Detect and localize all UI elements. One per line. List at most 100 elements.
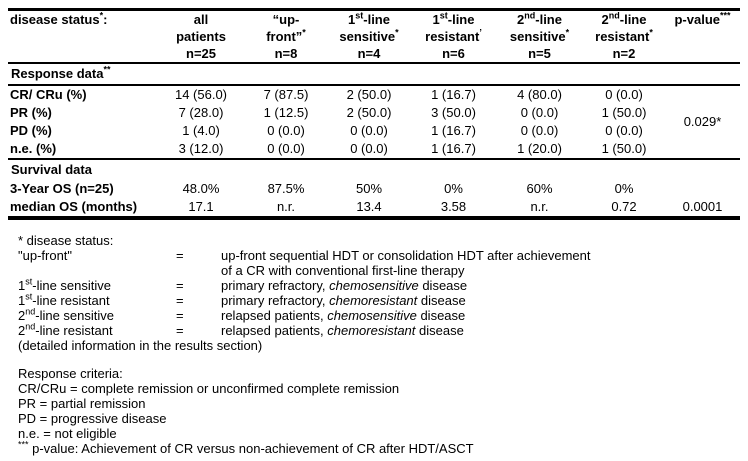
value-cell: 50% [355, 181, 383, 196]
section-label: Survival data [11, 162, 92, 177]
def-term: 1st-line sensitive [18, 276, 112, 293]
footnote-criteria-pd: PD = progressive disease [18, 411, 167, 426]
footnotes: * disease status: "up-front" = up-front … [8, 220, 740, 456]
header-superscript: * [99, 10, 104, 21]
footnote-def-2nd-line-sensitive: 2nd-line sensitive = relapsed patients, … [18, 306, 740, 323]
value-cell: 3 (50.0) [431, 105, 476, 120]
survival-p-value-cell: 0.0001 [682, 199, 723, 214]
value-cell: 1 (16.7) [431, 123, 476, 138]
value-cell: 0.72 [611, 199, 637, 214]
value-cell: n.r. [530, 199, 549, 214]
table-row-cr-cru: CR/ CRu (%) 14 (56.0) 7 (87.5) 2 (50.0) … [8, 85, 740, 129]
footnote-def-1st-line-sensitive: 1st-line sensitive = primary refractory,… [18, 276, 740, 293]
value-cell: 1 (50.0) [601, 141, 647, 156]
value-cell: 7 (28.0) [178, 105, 224, 120]
def-text: primary refractory, chemosensitive disea… [221, 278, 468, 293]
def-text: up-front sequential HDT or consolidation… [221, 248, 591, 278]
section-row-response-data: Response data** [8, 63, 740, 86]
table-row-median-os: median OS (months) 17.1 n.r. 13.4 3.58 n… [8, 198, 740, 218]
footnote-def-upfront: "up-front" = up-front sequential HDT or … [18, 248, 740, 278]
table-row-3-year-os: 3-Year OS (n=25) 48.0% 87.5% 50% 0% 60% … [8, 180, 740, 198]
results-table: disease status*: all patients n=25 “up- … [8, 8, 740, 220]
def-equals: = [176, 323, 184, 338]
value-cell: 13.4 [356, 199, 382, 214]
value-cell: 0 (0.0) [350, 123, 388, 138]
spacer [18, 353, 740, 366]
def-equals: = [176, 278, 184, 293]
table-row-pr: PR (%) 7 (28.0) 1 (12.5) 2 (50.0) 3 (50.… [8, 104, 740, 122]
row-label: n.e. (%) [10, 141, 57, 156]
response-p-value-cell: 0.029* [683, 114, 722, 129]
def-text: relapsed patients, chemoresistant diseas… [221, 323, 464, 338]
col-header-disease-status: disease status*: [8, 9, 157, 64]
footnote-response-criteria-header: Response criteria: [18, 366, 123, 381]
footnote-def-1st-line-resistant: 1st-line resistant = primary refractory,… [18, 291, 740, 308]
section-row-survival-data: Survival data [8, 158, 740, 180]
col-header-all-patients: all patients n=25 [157, 9, 245, 64]
row-label: 3-Year OS (n=25) [10, 181, 114, 196]
value-cell: 0 (0.0) [605, 123, 643, 138]
def-term: "up-front" [18, 248, 73, 263]
header-text: : [103, 12, 108, 27]
value-cell: 0% [614, 181, 634, 196]
def-term: 2nd-line resistant [18, 321, 113, 338]
value-cell: 2 (50.0) [346, 87, 392, 102]
col-header-2nd-line-sensitive: 2nd-line sensitive* n=5 [496, 9, 583, 64]
value-cell: 1 (50.0) [601, 105, 647, 120]
value-cell: 1 (16.7) [431, 141, 476, 156]
value-cell: 0 (0.0) [520, 105, 559, 120]
col-header-1st-line-resistant: 1st-line resistant’ n=6 [411, 9, 496, 64]
value-cell: 2 (50.0) [346, 105, 392, 120]
def-equals: = [176, 248, 184, 263]
footnote-def-2nd-line-resistant: 2nd-line resistant = relapsed patients, … [18, 321, 740, 338]
value-cell: 3.58 [440, 199, 467, 214]
value-cell: 60% [526, 181, 553, 196]
col-header-1st-line-sensitive: 1st-line sensitive* n=4 [327, 9, 411, 64]
header-row: disease status*: all patients n=25 “up- … [8, 9, 740, 64]
def-text: relapsed patients, chemosensitive diseas… [221, 308, 466, 323]
def-equals: = [176, 293, 184, 308]
footnote-detailed-note: (detailed information in the results sec… [18, 338, 263, 353]
value-cell: 1 (16.7) [431, 87, 476, 102]
value-cell: 1 (4.0) [182, 123, 220, 138]
footnote-criteria-crcru: CR/CRu = complete remission or unconfirm… [18, 381, 400, 396]
empty-p-value-cell [665, 180, 740, 198]
def-term: 1st-line resistant [18, 291, 110, 308]
value-cell: 7 (87.5) [263, 87, 309, 102]
value-cell: 0 (0.0) [605, 87, 643, 102]
row-label: PR (%) [10, 105, 52, 120]
header-text: disease status [10, 12, 100, 27]
value-cell: 0 (0.0) [267, 123, 305, 138]
value-cell: 14 (56.0) [174, 87, 228, 102]
col-header-p-value: p-value*** [665, 9, 740, 64]
footnote-disease-status-header: * disease status: [18, 233, 114, 248]
footnote-p-value-note: *** p-value: Achievement of CR versus no… [18, 439, 474, 456]
col-header-upfront: “up- front”* n=8 [245, 9, 327, 64]
def-text: primary refractory, chemoresistant disea… [221, 293, 466, 308]
value-cell: 1 (20.0) [517, 141, 562, 156]
footnote-criteria-ne: n.e. = not eligible [18, 426, 117, 441]
table-row-ne: n.e. (%) 3 (12.0) 0 (0.0) 0 (0.0) 1 (16.… [8, 140, 740, 159]
value-cell: 0 (0.0) [520, 123, 559, 138]
row-label: PD (%) [10, 123, 52, 138]
table-row-pd: PD (%) 1 (4.0) 0 (0.0) 0 (0.0) 1 (16.7) … [8, 122, 740, 140]
value-cell: 0% [444, 181, 463, 196]
value-cell: 0 (0.0) [350, 141, 388, 156]
value-cell: 17.1 [188, 199, 214, 214]
col-header-2nd-line-resistant: 2nd-line resistant* n=2 [583, 9, 665, 64]
value-cell: 3 (12.0) [178, 141, 224, 156]
value-cell: n.r. [276, 199, 296, 214]
value-cell: 48.0% [182, 181, 220, 196]
footnote-criteria-pr: PR = partial remission [18, 396, 146, 411]
row-label: median OS (months) [10, 199, 138, 214]
value-cell: 87.5% [267, 181, 305, 196]
section-label: Response data [11, 66, 104, 81]
row-label: CR/ CRu (%) [10, 87, 87, 102]
value-cell: 0 (0.0) [267, 141, 305, 156]
section-superscript: ** [103, 64, 111, 75]
def-equals: = [176, 308, 184, 323]
value-cell: 4 (80.0) [517, 87, 562, 102]
def-term: 2nd-line sensitive [18, 306, 115, 323]
value-cell: 1 (12.5) [263, 105, 309, 120]
